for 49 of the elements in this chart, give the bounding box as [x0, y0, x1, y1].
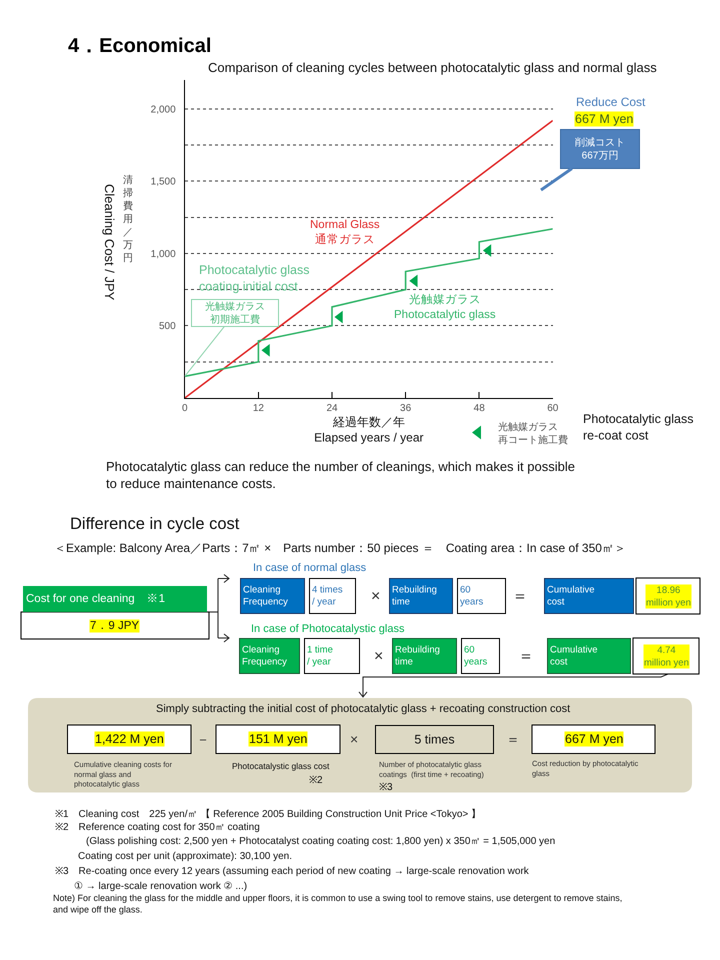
text: Photocatalytic glass re-coat cost: [583, 412, 694, 442]
text: Photocatalytic glass can reduce the number of cleanings, which makes it possible to reduce maintenance costs.: [106, 459, 575, 491]
text: Coating cost per unit (approximate): 30,100 yen.: [78, 851, 292, 862]
text: In case of normal glass: [253, 562, 367, 574]
text: Photocatalystic glass cost: [232, 761, 330, 771]
annotation: 光触媒ガラス初期施工費: [205, 300, 265, 326]
x-axis-title: 経過年数／年 Elapsed years / year: [314, 415, 424, 445]
text: 7．9 JPY: [90, 620, 140, 632]
text: Simply subtracting the initial cost of photocatalytic glass + recoating construction cost: [156, 703, 570, 715]
text: ※2: [309, 775, 323, 786]
text: 5 times: [414, 732, 455, 746]
text: ① → large-scale renovation work ② ...): [74, 881, 248, 892]
annotation: Photocatalytic glass coating initial cost: [199, 263, 310, 294]
text: ※3 Re-coating once every 12 years (assuming each period of new coating → large-scale renovation work: [55, 866, 530, 877]
y-axis-title: Cleaning Cost / JPY: [102, 184, 117, 301]
text: ×: [350, 731, 358, 747]
text: Difference in cycle cost: [70, 515, 240, 533]
text: ※1 Cleaning cost 225 yen/㎡ 【 Reference 2005 Building Construction Unit Price <Tokyo> 】: [55, 808, 481, 820]
text: ＝: [506, 731, 520, 747]
x-tick-label: 24: [326, 403, 338, 414]
y-tick-label: 1,000: [150, 248, 176, 260]
x-tick-label: 48: [474, 403, 486, 414]
text: 1,422 M yen: [95, 732, 164, 746]
chart-subtitle: Comparison of cleaning cycles between photocatalytic glass and normal glass: [208, 60, 658, 75]
series-label: 光触媒ガラス Photocatalytic glass: [394, 293, 496, 321]
line-series: [184, 228, 553, 378]
text: ※2 Reference coating cost for 350㎡ coating: [55, 822, 260, 833]
chart-title: 4．Economical: [68, 35, 212, 57]
y-tick-label: 1,500: [150, 176, 176, 188]
text: ※3: [379, 782, 393, 793]
x-tick-label: 12: [252, 403, 264, 414]
text: Cost for one cleaning ※1: [26, 593, 166, 605]
text: 清掃費用／万円: [123, 174, 133, 264]
series-label: Normal Glass 通常ガラス: [310, 219, 380, 246]
x-tick-label: 60: [547, 403, 559, 414]
text: Reduce Cost: [576, 95, 646, 109]
text: 151 M yen: [249, 732, 308, 746]
y-tick-label: 500: [159, 321, 176, 332]
text: (Glass polishing cost: 2,500 yen + Photocatalyst coating coating cost: 1,800 yen) x 350㎡ = 1,505,000 yen: [86, 836, 556, 847]
text: 削減コスト 667万円: [575, 136, 625, 162]
legend-label: 光触媒ガラス再コート施工費: [498, 420, 568, 446]
text: 667 M yen: [575, 112, 634, 126]
text: －: [196, 731, 210, 747]
text: ＜Example: Balcony Area／Parts：7㎡ × Parts number：50 pieces ＝ Coating area：In case of 350㎡＞: [54, 541, 626, 555]
text: 667 M yen: [565, 732, 624, 746]
x-tick-label: 0: [182, 403, 188, 414]
y-tick-label: 2,000: [150, 104, 176, 116]
x-tick-label: 36: [400, 403, 412, 414]
text: Note) For cleaning the glass for the middle and upper floors, it is common to use a swing tool to remove stains, use detergent to remove stains, and wipe off the glass.: [53, 893, 622, 915]
